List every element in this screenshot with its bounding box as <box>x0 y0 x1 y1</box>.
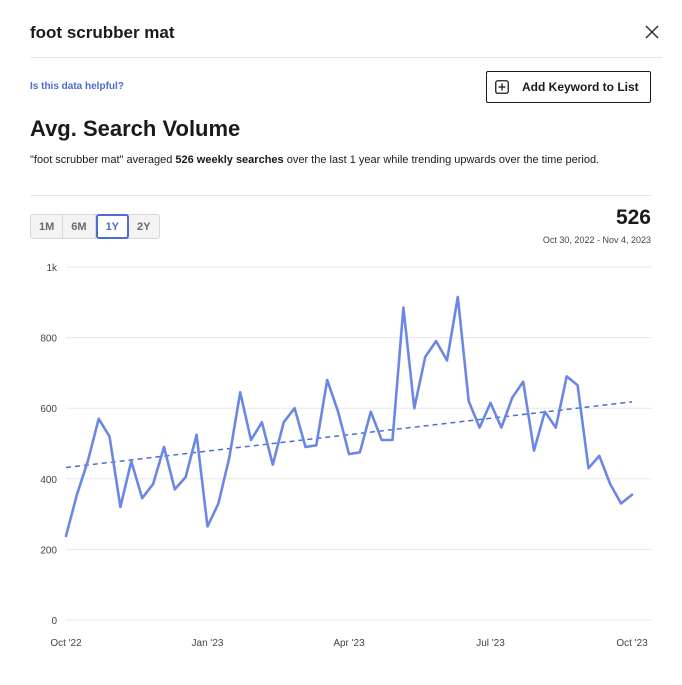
y-tick-label: 600 <box>40 404 57 415</box>
data-point <box>109 435 111 437</box>
data-point <box>446 360 448 362</box>
data-point <box>468 400 470 402</box>
data-point <box>272 464 274 466</box>
data-point <box>185 476 187 478</box>
close-icon[interactable] <box>642 22 662 42</box>
data-point <box>326 379 328 381</box>
data-point <box>217 503 219 505</box>
data-point <box>119 506 121 508</box>
modal-header: foot scrubber mat <box>30 20 662 58</box>
add-keyword-button[interactable]: Add Keyword to List <box>486 71 651 103</box>
data-point <box>174 488 176 490</box>
y-tick-label: 800 <box>40 334 57 345</box>
data-point <box>315 444 317 446</box>
x-tick-label: Jul '23 <box>476 638 505 649</box>
data-point <box>424 356 426 358</box>
data-point <box>304 446 306 448</box>
x-tick-label: Oct '22 <box>50 638 82 649</box>
data-point <box>457 296 459 298</box>
tab-2y[interactable]: 2Y <box>137 220 151 233</box>
data-point <box>250 439 252 441</box>
summary-prefix: "foot scrubber mat" averaged <box>30 154 176 166</box>
summary-highlight: 526 weekly searches <box>175 154 284 166</box>
data-point <box>130 460 132 462</box>
data-point <box>620 503 622 505</box>
tab-1m[interactable]: 1M <box>31 215 64 238</box>
divider <box>30 195 651 196</box>
x-tick-label: Oct '23 <box>616 638 648 649</box>
data-point <box>348 453 350 455</box>
data-point <box>152 483 154 485</box>
data-point <box>381 439 383 441</box>
data-point <box>196 434 198 436</box>
data-point <box>337 411 339 413</box>
data-point <box>294 407 296 409</box>
data-point <box>163 446 165 448</box>
helpful-feedback-link[interactable]: Is this data helpful? <box>30 81 124 92</box>
tab-1y[interactable]: 1Y <box>95 214 130 239</box>
data-point <box>631 494 633 496</box>
data-point <box>207 525 209 527</box>
data-point <box>479 427 481 429</box>
trend-line <box>65 401 633 469</box>
summary-suffix: over the last 1 year while trending upwa… <box>283 154 600 166</box>
data-point <box>490 402 492 404</box>
plus-box-icon <box>495 80 509 94</box>
data-point <box>566 375 568 377</box>
data-point <box>609 483 611 485</box>
data-point <box>283 421 285 423</box>
search-volume-chart: 0 200 400 600 800 1k Oct '22 Jan '23 Apr '23 Jul … <box>40 263 652 649</box>
y-tick-label: 200 <box>40 545 57 556</box>
data-point <box>239 391 241 393</box>
data-point <box>402 307 404 309</box>
data-point <box>413 407 415 409</box>
y-tick-label: 1k <box>46 263 58 274</box>
series-line <box>64 295 634 538</box>
data-point <box>141 497 143 499</box>
data-point <box>598 455 600 457</box>
tab-6m[interactable]: 6M <box>63 215 96 238</box>
data-point <box>87 460 89 462</box>
data-point <box>555 427 557 429</box>
data-point <box>435 340 437 342</box>
add-keyword-label: Add Keyword to List <box>522 80 639 94</box>
data-point <box>359 451 361 453</box>
data-point <box>65 535 67 537</box>
data-point <box>228 457 230 459</box>
data-point <box>587 467 589 469</box>
modal-title: foot scrubber mat <box>30 23 175 42</box>
data-point <box>98 418 100 420</box>
section-title: Avg. Search Volume <box>30 116 241 141</box>
data-point <box>370 411 372 413</box>
data-point <box>261 421 263 423</box>
average-value: 526 <box>615 206 651 229</box>
y-tick-label: 0 <box>51 616 57 627</box>
data-point <box>511 397 513 399</box>
data-point <box>76 494 78 496</box>
data-point <box>544 411 546 413</box>
summary-text: "foot scrubber mat" averaged 526 weekly … <box>30 152 650 169</box>
x-tick-label: Apr '23 <box>333 638 365 649</box>
data-point <box>522 381 524 383</box>
data-point <box>533 450 535 452</box>
data-point <box>577 384 579 386</box>
data-point <box>500 427 502 429</box>
data-point <box>392 439 394 441</box>
x-tick-label: Jan '23 <box>192 638 224 649</box>
y-tick-label: 400 <box>40 475 57 486</box>
date-range: Oct 30, 2022 - Nov 4, 2023 <box>542 235 651 245</box>
range-tabs: 1M 6M 1Y 2Y <box>30 214 160 239</box>
